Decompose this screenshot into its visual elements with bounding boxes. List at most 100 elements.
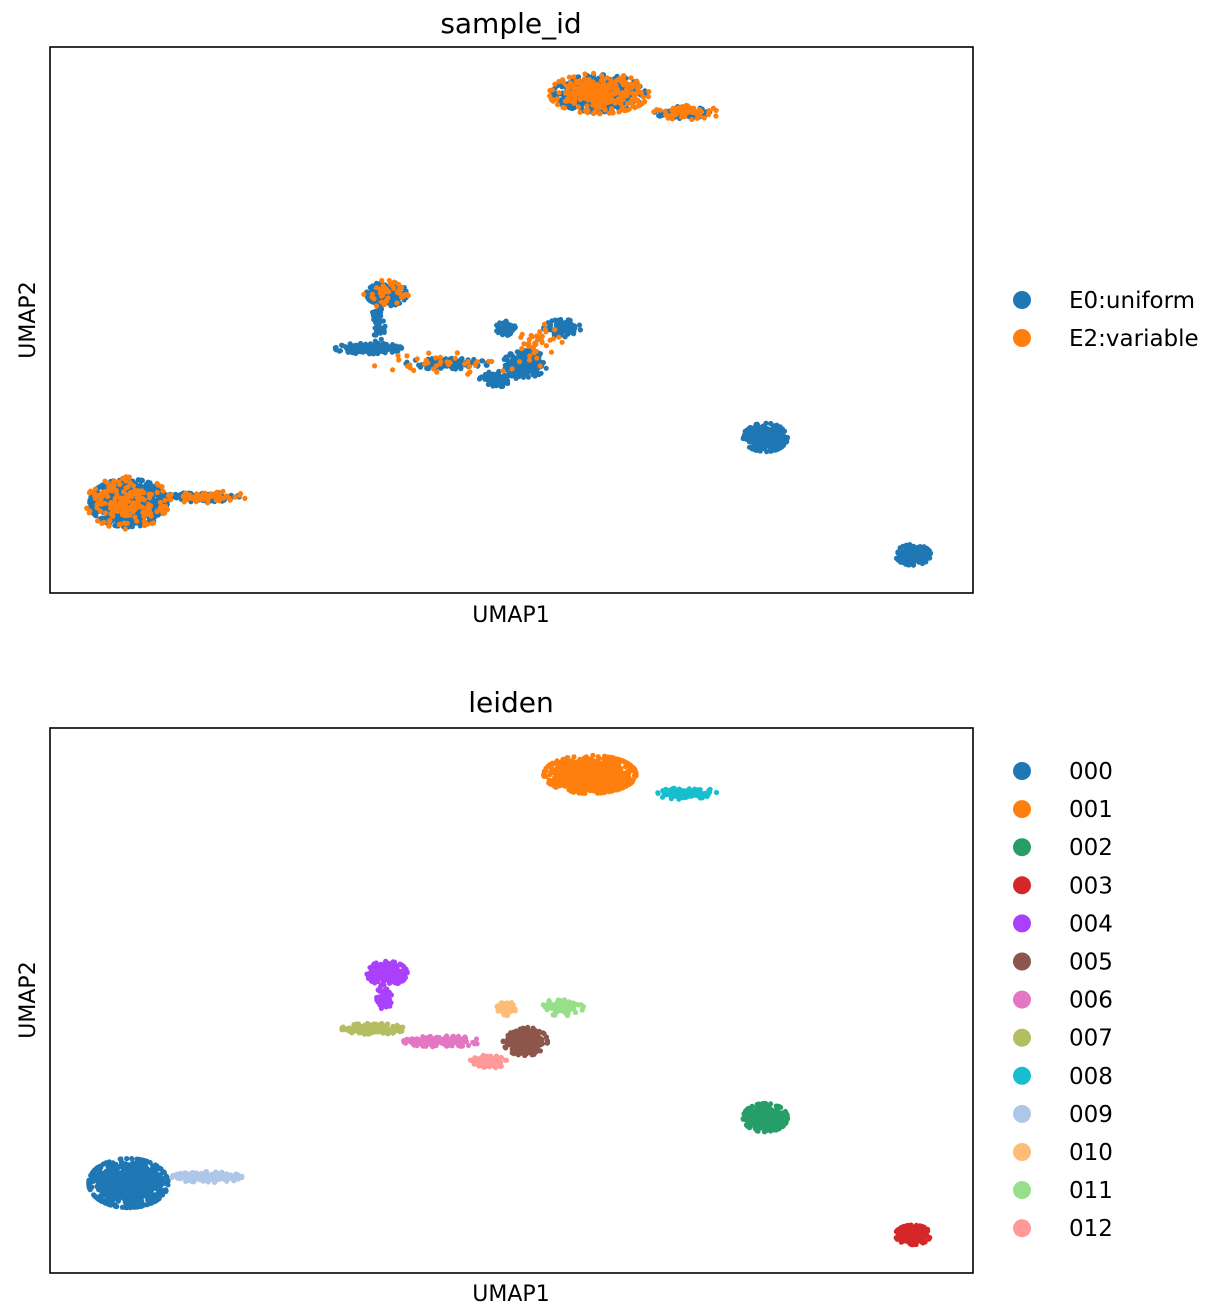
data-point — [378, 325, 384, 331]
data-point — [556, 90, 562, 96]
data-point — [154, 509, 160, 515]
data-point — [583, 94, 589, 100]
data-point — [575, 104, 582, 110]
data-point — [111, 486, 117, 493]
data-point — [84, 505, 90, 511]
data-point — [513, 373, 519, 379]
cluster-E0:uniform-11 — [501, 347, 549, 380]
data-point — [145, 1197, 151, 1203]
data-point — [407, 365, 413, 371]
data-point — [96, 1175, 102, 1181]
data-point — [519, 372, 525, 378]
data-point — [526, 357, 533, 363]
data-point — [122, 498, 128, 504]
data-point — [162, 497, 168, 503]
data-point — [603, 90, 609, 96]
data-point — [136, 495, 143, 501]
data-point — [519, 331, 525, 337]
data-point — [220, 488, 226, 494]
data-point — [602, 98, 608, 104]
data-point — [509, 359, 515, 366]
data-point — [548, 349, 555, 355]
data-point — [547, 337, 553, 343]
chart-title: leiden — [468, 686, 554, 719]
data-point — [379, 286, 385, 292]
data-point — [183, 494, 189, 500]
data-point — [566, 74, 572, 80]
data-point — [572, 89, 578, 95]
data-point — [396, 286, 403, 292]
data-point — [392, 348, 399, 354]
data-point — [750, 428, 756, 435]
data-point — [378, 293, 385, 299]
data-point — [772, 447, 778, 453]
data-point — [103, 1189, 109, 1195]
data-point — [123, 1199, 130, 1205]
data-point — [138, 1203, 144, 1209]
data-point — [361, 291, 367, 297]
data-point — [391, 285, 397, 291]
data-point — [562, 105, 568, 111]
data-point — [645, 94, 652, 100]
data-point — [582, 71, 588, 77]
data-point — [121, 489, 127, 495]
data-point — [556, 334, 562, 340]
data-point — [763, 420, 769, 426]
legend-marker — [1013, 291, 1031, 309]
data-point — [762, 434, 769, 440]
data-point — [525, 374, 532, 380]
data-point — [609, 106, 615, 112]
y-axis-label: UMAP2 — [16, 281, 41, 358]
data-point — [391, 279, 397, 285]
data-point — [552, 327, 558, 333]
data-point — [357, 347, 363, 353]
data-point — [568, 329, 575, 335]
data-point — [101, 519, 107, 525]
data-point — [105, 494, 111, 500]
data-point — [133, 1173, 140, 1179]
data-point — [503, 326, 509, 332]
data-point — [638, 90, 644, 96]
data-point — [606, 110, 613, 116]
data-point — [646, 89, 652, 95]
data-point — [91, 1192, 97, 1198]
data-point — [96, 1171, 102, 1177]
data-point — [487, 372, 493, 378]
data-point — [149, 483, 155, 489]
data-point — [92, 486, 98, 492]
data-point — [154, 1163, 160, 1169]
data-point — [922, 555, 928, 562]
data-point — [555, 317, 561, 323]
data-point — [598, 77, 605, 83]
data-point — [119, 510, 125, 517]
data-point — [137, 1157, 143, 1163]
data-point — [501, 320, 507, 326]
data-point — [151, 520, 157, 526]
data-point — [534, 333, 540, 339]
data-point — [629, 96, 635, 102]
data-point — [599, 83, 605, 89]
data-point — [541, 321, 548, 327]
data-point — [764, 449, 770, 455]
legend-label: E0:uniform — [1069, 288, 1195, 314]
data-point — [528, 365, 534, 371]
data-point — [584, 103, 590, 109]
data-point — [141, 1187, 147, 1193]
data-point — [784, 438, 790, 444]
data-point — [581, 88, 587, 95]
data-point — [202, 491, 208, 497]
data-point — [394, 300, 400, 306]
data-point — [713, 107, 719, 114]
data-point — [120, 1181, 126, 1187]
data-point — [509, 366, 515, 372]
data-point — [129, 506, 135, 513]
data-point — [141, 513, 147, 520]
data-point — [402, 291, 408, 298]
data-point — [706, 110, 712, 116]
data-point — [476, 376, 483, 382]
data-point — [622, 108, 628, 114]
data-point — [353, 342, 359, 348]
data-point — [151, 1170, 158, 1176]
data-point — [713, 113, 719, 119]
data-point — [132, 490, 138, 497]
